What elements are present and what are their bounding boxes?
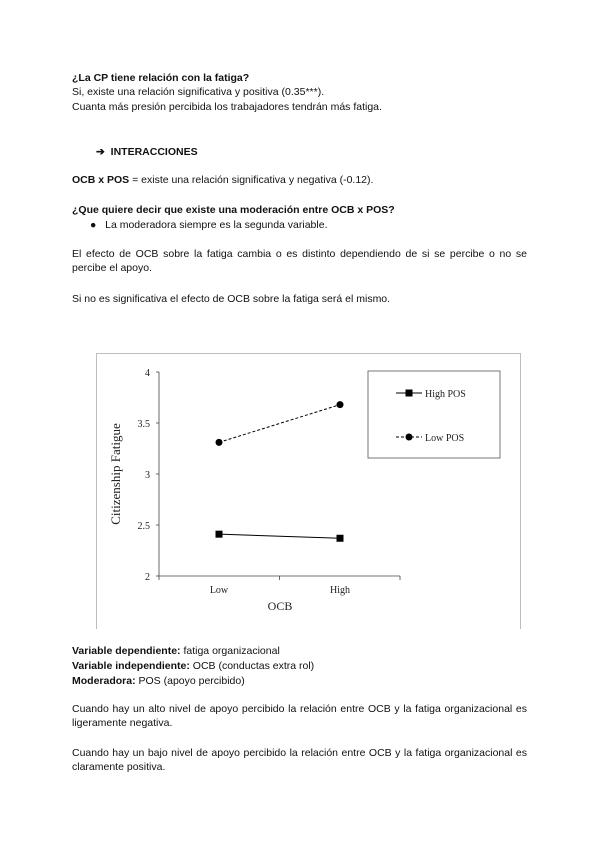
bullet-icon: ● [90, 219, 97, 231]
x-tick-label: High [330, 585, 350, 596]
series-line-low-pos [218, 404, 341, 443]
mod-label: Moderadora: [72, 675, 136, 687]
x-tick-label: Low [210, 585, 229, 596]
legend-box [367, 370, 501, 459]
question-cp-fatigue: ¿La CP tiene relación con la fatiga? [72, 72, 250, 84]
paragraph-low-pos: Cuando hay un bajo nivel de apoyo percib… [72, 747, 527, 773]
y-tick-label: 3 [145, 470, 150, 481]
bullet-item: ● La moderadora siempre es la segunda va… [90, 218, 328, 232]
y-tick-label: 2 [145, 572, 150, 583]
bullet-text: La moderadora siempre es la segunda vari… [105, 219, 328, 231]
ocb-pos-line: OCB x POS = existe una relación signific… [72, 173, 373, 187]
mod-value: POS (apoyo percibido) [135, 675, 245, 687]
paragraph-high-pos: Cuando hay un alto nivel de apoyo percib… [72, 703, 527, 729]
y-tick-label: 3.5 [138, 419, 151, 430]
independent-variable: Variable independiente: OCB (conductas e… [72, 659, 314, 673]
y-tick-label: 4 [145, 368, 150, 379]
y-tick-label: 2.5 [138, 521, 151, 532]
answer-line-1: Si, existe una relación significativa y … [72, 86, 325, 98]
moderator-variable: Moderadora: POS (apoyo percibido) [72, 674, 245, 688]
data-point-low-pos [336, 401, 344, 409]
paragraph-not-significant: Si no es significativa el efecto de OCB … [72, 293, 391, 305]
x-axis-title: OCB [268, 599, 293, 613]
dep-value: fatiga organizacional [180, 645, 280, 657]
dependent-variable: Variable dependiente: fatiga organizacio… [72, 644, 280, 658]
ocb-pos-text: = existe una relación significativa y ne… [129, 174, 374, 186]
data-point-low-pos [215, 438, 223, 446]
dep-label: Variable dependiente: [72, 645, 181, 657]
chart-frame [96, 353, 521, 629]
moderation-question: ¿Que quiere decir que existe una moderac… [72, 204, 395, 216]
data-point-low-pos [405, 433, 413, 441]
series-line-high-pos [218, 533, 341, 539]
data-point-high-pos [336, 534, 344, 542]
legend-label: Low POS [425, 433, 464, 444]
data-point-high-pos [215, 530, 223, 538]
ocb-pos-label: OCB x POS [72, 174, 130, 186]
indep-value: OCB (conductas extra rol) [189, 660, 315, 672]
legend-label: High POS [425, 389, 466, 400]
heading-text: INTERACCIONES [110, 146, 198, 158]
paragraph-effect: El efecto de OCB sobre la fatiga cambia … [72, 248, 527, 274]
data-point-high-pos [405, 389, 413, 397]
indep-label: Variable independiente: [72, 660, 190, 672]
answer-line-2: Cuanta más presión percibida los trabaja… [72, 101, 382, 113]
section-heading: ➔ INTERACCIONES [96, 145, 198, 159]
arrow-icon: ➔ [96, 146, 105, 158]
y-axis-title: Citizenship Fatigue [108, 423, 123, 525]
